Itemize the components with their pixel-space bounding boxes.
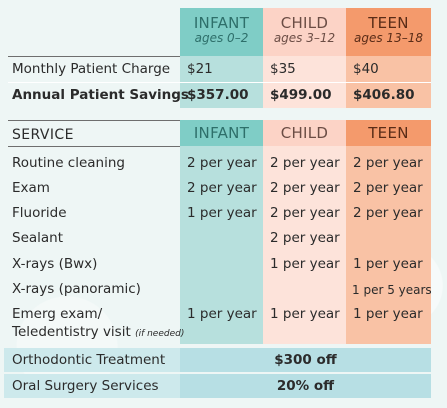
infant-header-title: INFANT	[193, 14, 250, 32]
service-child-header-title: CHILD	[280, 124, 329, 142]
discount-label: Orthodontic Treatment	[12, 352, 166, 368]
oral-surgery-discount-bar: Oral Surgery Services 20% off	[4, 374, 431, 398]
divider	[8, 120, 180, 121]
annual-infant: $357.00	[187, 87, 249, 103]
monthly-child: $35	[270, 61, 296, 77]
child-header-title: CHILD	[280, 14, 329, 32]
service-value: 1 per year	[270, 256, 340, 272]
infant-header: INFANT ages 0–2	[180, 8, 263, 56]
monthly-teen: $40	[353, 61, 379, 77]
infant-header-ages: ages 0–2	[194, 31, 249, 45]
teen-header-ages: ages 13–18	[354, 31, 423, 45]
child-header: CHILD ages 3–12	[263, 8, 346, 56]
service-teen-header-title: TEEN	[368, 124, 409, 142]
divider	[8, 82, 431, 83]
service-row-label: X-rays (panoramic)	[12, 281, 141, 297]
annual-child: $499.00	[270, 87, 332, 103]
service-teen-header: TEEN	[346, 120, 431, 146]
service-row-label-line2: Teledentistry visit (if needed)	[12, 324, 184, 340]
service-infant-header-title: INFANT	[193, 124, 250, 142]
child-header-ages: ages 3–12	[273, 31, 336, 45]
teen-header-title: TEEN	[368, 14, 409, 32]
service-value: 1 per year	[353, 306, 423, 322]
divider	[8, 56, 180, 57]
service-child-header: CHILD	[263, 120, 346, 146]
service-value: 2 per year	[270, 155, 340, 171]
service-infant-header: INFANT	[180, 120, 263, 146]
service-child-column-bg	[263, 146, 346, 344]
service-value: 1 per 5 years	[352, 283, 432, 297]
service-row-label-line2-text: Teledentistry visit	[12, 324, 131, 340]
service-value: 1 per year	[187, 205, 257, 221]
service-value: 2 per year	[353, 155, 423, 171]
service-value: 1 per year	[270, 306, 340, 322]
service-row-label: Emerg exam/	[12, 306, 103, 322]
service-row-label-note: (if needed)	[135, 329, 185, 339]
orthodontic-discount-bar: Orthodontic Treatment $300 off	[4, 348, 431, 372]
service-value: 2 per year	[353, 180, 423, 196]
service-value: 1 per year	[187, 306, 257, 322]
service-value: 2 per year	[353, 205, 423, 221]
row-label: Annual Patient Savings	[12, 87, 189, 103]
service-row-label: Exam	[12, 180, 50, 196]
service-row-label: X-rays (Bwx)	[12, 256, 98, 272]
service-teen-column-bg	[346, 146, 431, 344]
row-label: Monthly Patient Charge	[12, 61, 171, 77]
service-row-label: Sealant	[12, 230, 64, 246]
service-value: 2 per year	[270, 230, 340, 246]
service-infant-column-bg	[180, 146, 263, 344]
service-value: 2 per year	[187, 180, 257, 196]
divider	[8, 146, 180, 147]
service-value: 2 per year	[270, 180, 340, 196]
discount-value: 20% off	[180, 374, 431, 398]
service-row-label: Fluoride	[12, 205, 67, 221]
discount-value: $300 off	[180, 348, 431, 372]
service-value: 1 per year	[353, 256, 423, 272]
service-row-label: Routine cleaning	[12, 155, 125, 171]
teen-header: TEEN ages 13–18	[346, 8, 431, 56]
annual-teen: $406.80	[353, 87, 415, 103]
service-value: 2 per year	[270, 205, 340, 221]
monthly-infant: $21	[187, 61, 213, 77]
service-value: 2 per year	[187, 155, 257, 171]
discount-label: Oral Surgery Services	[12, 378, 159, 394]
service-header-label: SERVICE	[12, 127, 74, 143]
